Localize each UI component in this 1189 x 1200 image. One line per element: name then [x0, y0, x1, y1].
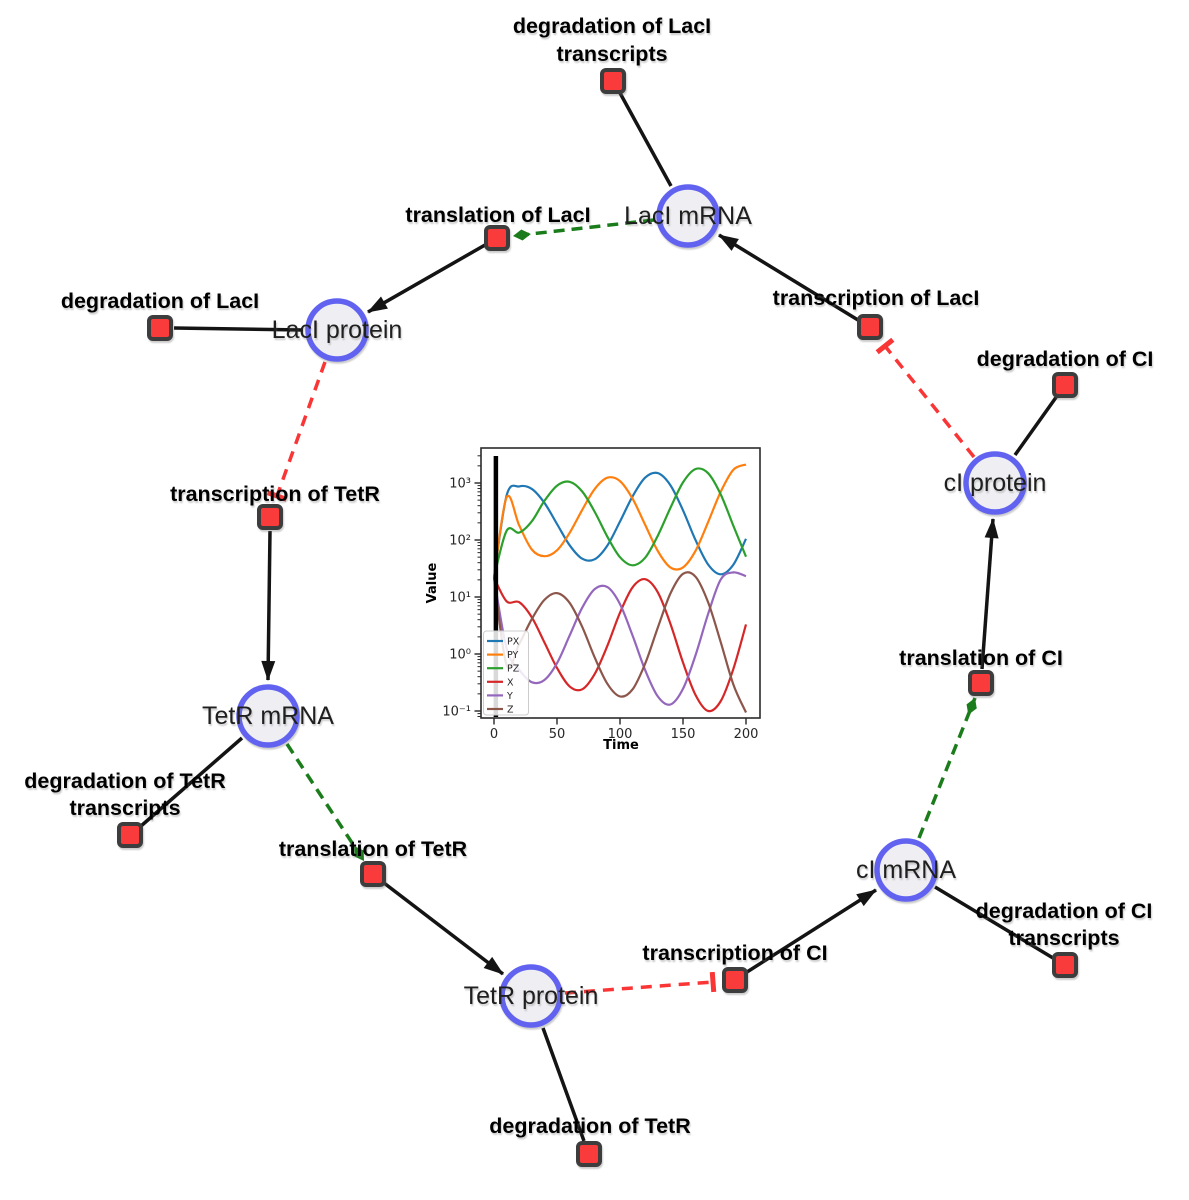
reaction-node-transcription-laci[interactable]	[857, 314, 883, 340]
reaction-label-transcription-tetr: transcription of TetR	[170, 482, 380, 506]
reaction-label-degradation-laci-transcripts-2: transcripts	[556, 42, 667, 66]
reaction-node-degradation-ci[interactable]	[1052, 372, 1078, 398]
edge-transcription-ci-produces-mrna	[746, 888, 877, 974]
edge-laci-mrna-degradation	[618, 92, 673, 187]
species-node-laci-protein[interactable]	[305, 298, 369, 362]
reaction-node-transcription-ci[interactable]	[722, 967, 748, 993]
node-layer	[117, 68, 1078, 1167]
svg-text:10²: 10²	[449, 534, 471, 549]
reaction-node-degradation-tetr[interactable]	[576, 1141, 602, 1167]
species-label-tetr-mrna: TetR mRNA	[202, 702, 334, 730]
reaction-node-translation-tetr[interactable]	[360, 861, 386, 887]
legend-label-px: PX	[507, 637, 520, 648]
chart-y-axis-label: Value	[425, 562, 440, 603]
edge-layer	[139, 92, 1059, 1142]
edge-translation-tetr-produces-protein	[382, 881, 505, 976]
series-line-pz	[492, 467, 748, 578]
reaction-label-transcription-laci: transcription of LacI	[773, 286, 980, 310]
species-node-tetr-protein[interactable]	[499, 964, 563, 1028]
chart-dynamic-layer: 0 50 100 150 200 10⁻¹ 10⁰ 10¹ 10² 10³ PX PY PZ XYZ	[442, 455, 759, 742]
species-node-ci-mrna[interactable]	[874, 838, 938, 902]
edge-ci-mrna-degradation	[934, 885, 1054, 960]
edge-translation-laci-produces-protein	[367, 243, 486, 314]
svg-text:10³: 10³	[449, 477, 471, 492]
reaction-label-degradation-tetr-transcripts-1: degradation of TetR	[24, 769, 226, 793]
label-layer: LacI mRNA LacI protein TetR mRNA TetR pr…	[24, 14, 1153, 1138]
series-line-y	[492, 571, 747, 706]
reaction-node-degradation-laci[interactable]	[147, 315, 173, 341]
edge-tetr-mrna-modifies-translation	[285, 743, 366, 862]
reaction-label-translation-tetr: translation of TetR	[279, 837, 468, 861]
edge-laci-protein-inhibits-transcription-tetr	[266, 361, 327, 502]
species-label-ci-protein: cI protein	[944, 469, 1047, 497]
edge-laci-protein-degradation	[173, 326, 304, 332]
edge-ci-protein-degradation	[1013, 394, 1059, 457]
reaction-node-degradation-tetr-transcripts[interactable]	[117, 822, 143, 848]
species-label-laci-protein: LacI protein	[272, 316, 403, 344]
legend-label-py: PY	[507, 650, 519, 661]
reaction-node-degradation-ci-transcripts[interactable]	[1052, 952, 1078, 978]
svg-text:50: 50	[549, 727, 566, 742]
legend-label-y: Y	[506, 691, 513, 702]
reaction-label-transcription-ci: transcription of CI	[642, 941, 827, 965]
reaction-label-translation-ci: translation of CI	[899, 646, 1063, 670]
species-node-tetr-mrna[interactable]	[236, 684, 300, 748]
chart-legend: PX PY PZ XYZ	[483, 630, 529, 716]
edge-tetr-protein-inhibits-transcription-ci	[564, 971, 717, 995]
reaction-node-translation-ci[interactable]	[968, 670, 994, 696]
chart-x-axis-label: Time	[603, 738, 639, 753]
svg-text:200: 200	[734, 727, 759, 742]
reaction-label-degradation-tetr-transcripts-2: transcripts	[69, 796, 180, 820]
legend-label-pz: PZ	[507, 664, 520, 675]
chart-plot-border	[480, 447, 761, 719]
svg-text:10⁻¹: 10⁻¹	[442, 705, 471, 720]
species-label-ci-mrna: cI mRNA	[856, 856, 956, 884]
svg-text:100: 100	[608, 727, 633, 742]
legend-label-x: X	[507, 677, 514, 688]
legend-box	[483, 630, 529, 716]
series-line-x	[493, 576, 748, 713]
chart-inset: 0 50 100 150 200 10⁻¹ 10⁰ 10¹ 10² 10³ PX PY PZ XYZ Va…	[425, 447, 761, 753]
reaction-label-degradation-laci-transcripts-1: degradation of LacI	[513, 14, 711, 38]
svg-text:10⁰: 10⁰	[449, 648, 471, 663]
svg-text:0: 0	[490, 727, 498, 742]
reaction-label-degradation-laci: degradation of LacI	[61, 289, 259, 313]
reaction-label-translation-laci: translation of LacI	[405, 203, 590, 227]
edge-laci-mrna-modifies-translation	[512, 218, 655, 241]
edge-ci-mrna-modifies-translation	[917, 697, 977, 839]
chart-axis-ticks: 0 50 100 150 200 10⁻¹ 10⁰ 10¹ 10² 10³	[442, 455, 759, 742]
svg-text:10¹: 10¹	[449, 591, 471, 606]
species-node-ci-protein[interactable]	[963, 451, 1027, 515]
reaction-label-degradation-ci-transcripts-1: degradation of CI	[976, 899, 1153, 923]
reaction-node-degradation-laci-transcripts[interactable]	[600, 68, 626, 94]
edge-tetr-mrna-degradation	[139, 736, 244, 828]
svg-text:150: 150	[671, 727, 696, 742]
species-node-laci-mrna[interactable]	[656, 184, 720, 248]
reaction-label-degradation-ci-transcripts-2: transcripts	[1008, 926, 1119, 950]
series-line-z	[492, 571, 748, 713]
species-label-laci-mrna: LacI mRNA	[624, 202, 752, 230]
edge-translation-ci-produces-protein	[980, 518, 999, 670]
species-label-tetr-protein: TetR protein	[464, 982, 599, 1010]
edge-tetr-protein-degradation	[541, 1027, 586, 1142]
edge-ci-protein-inhibits-transcription-laci	[875, 337, 976, 459]
edge-transcription-tetr-produces-mrna	[261, 530, 276, 681]
edge-transcription-laci-produces-mrna	[718, 233, 859, 322]
series-line-py	[492, 463, 747, 578]
series-line-px	[492, 471, 747, 578]
reaction-node-translation-laci[interactable]	[484, 225, 510, 251]
reaction-label-degradation-ci: degradation of CI	[977, 347, 1154, 371]
legend-label-z: Z	[507, 705, 514, 716]
reaction-node-transcription-tetr[interactable]	[257, 504, 283, 530]
reaction-label-degradation-tetr: degradation of TetR	[489, 1114, 691, 1138]
